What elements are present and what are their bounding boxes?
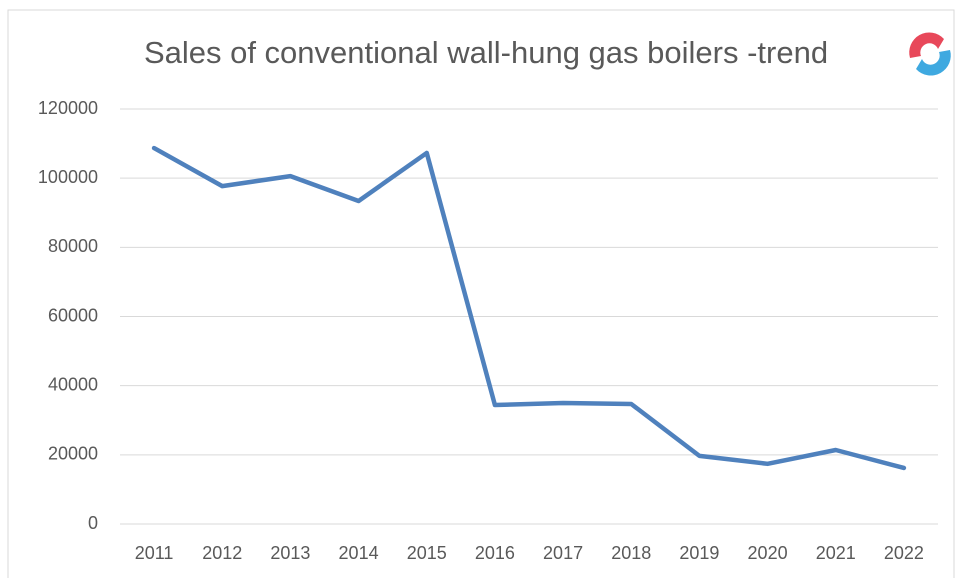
logo-red [909,32,944,58]
y-tick-label: 60000 [48,305,98,325]
x-tick-label: 2012 [202,543,242,563]
x-tick-label: 2017 [543,543,583,563]
x-tick-label: 2022 [884,543,924,563]
x-tick-label: 2020 [748,543,788,563]
y-tick-label: 80000 [48,236,98,256]
chart-frame [7,9,955,578]
x-tick-label: 2014 [339,543,379,563]
x-tick-label: 2011 [135,543,174,563]
chart-title: Sales of conventional wall-hung gas boil… [144,35,828,70]
data-line [151,145,907,471]
x-tick-label: 2018 [611,543,651,563]
logo-blue [916,50,951,76]
x-tick-label: 2016 [475,543,515,563]
y-tick-label: 40000 [48,374,98,394]
x-tick-label: 2019 [679,543,719,563]
y-tick-label: 0 [88,513,98,533]
logo [907,31,953,77]
x-tick-label: 2021 [816,543,856,563]
x-tick-label: 2013 [270,543,310,563]
x-tick-label: 2015 [407,543,447,563]
y-tick-label: 120000 [38,98,98,118]
y-tick-label: 100000 [38,167,98,187]
y-tick-label: 20000 [48,444,98,464]
